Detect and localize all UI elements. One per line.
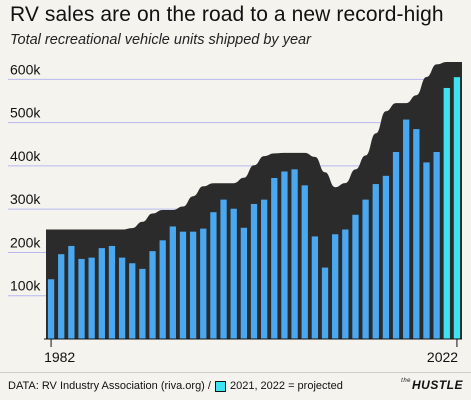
x-tick-label-1982: 1982	[44, 349, 75, 365]
x-axis-ticks: 1982 2022	[44, 339, 458, 365]
bar-1991	[139, 268, 146, 339]
bar-1994	[169, 226, 176, 339]
bar-2000	[230, 208, 237, 339]
bar-2010	[332, 234, 339, 339]
bar-1983	[58, 254, 65, 339]
bar-1989	[118, 257, 126, 339]
chart-subtitle: Total recreational vehicle units shipped…	[10, 32, 311, 48]
bar-1997	[200, 228, 207, 339]
bar-1992	[149, 251, 156, 339]
bar-2008	[311, 236, 319, 339]
bar-2001	[240, 227, 247, 339]
bar-2014	[372, 184, 379, 339]
bar-1996	[189, 231, 197, 339]
bar-2016	[392, 152, 400, 339]
brand-logo: theHUSTLE	[401, 378, 463, 392]
y-tick-label-300k: 300k	[10, 191, 41, 207]
y-tick-label-600k: 600k	[10, 61, 41, 77]
projected-swatch	[214, 380, 226, 392]
bar-2002	[250, 203, 258, 339]
logo-prefix: the	[401, 378, 411, 384]
bar-2015	[382, 175, 390, 339]
bar-2012	[352, 214, 359, 339]
projected-note: 2021, 2022 = projected	[229, 380, 343, 392]
bar-1982	[47, 279, 55, 339]
footer-divider	[0, 372, 471, 373]
bar-1995	[179, 231, 187, 339]
bar-2005	[281, 171, 288, 339]
bar-1998	[210, 212, 217, 339]
bar-2009	[321, 267, 329, 339]
bar-2020	[433, 152, 440, 339]
bar-1986	[88, 257, 95, 339]
bar-2006	[291, 169, 298, 339]
bar-2011	[342, 229, 349, 339]
chart-title: RV sales are on the road to a new record…	[10, 3, 444, 26]
source-text: DATA: RV Industry Association (riva.org)…	[8, 380, 211, 392]
bar-1988	[108, 245, 116, 339]
bar-1993	[159, 240, 166, 339]
y-tick-label-100k: 100k	[10, 278, 41, 294]
bar-1985	[78, 258, 85, 339]
x-tick-label-2022: 2022	[427, 349, 458, 365]
y-tick-label-400k: 400k	[10, 148, 41, 164]
bar-1984	[68, 245, 75, 339]
bar-2004	[271, 177, 278, 339]
bar-2019	[423, 162, 430, 339]
y-axis-tick-labels: 100k 200k 300k 400k 500k 600k	[10, 61, 41, 293]
bar-2017	[403, 119, 410, 339]
bar-2013	[362, 199, 369, 339]
bar-2007	[301, 185, 308, 339]
bar-2003	[261, 199, 268, 339]
y-tick-label-200k: 200k	[10, 234, 41, 250]
footer-source: DATA: RV Industry Association (riva.org)…	[8, 380, 343, 392]
rv-sales-chart: 100k 200k 300k 400k 500k 600k 1982 2022	[8, 61, 462, 365]
bars	[47, 77, 461, 340]
bar-1990	[129, 263, 136, 339]
logo-wordmark: HUSTLE	[412, 378, 463, 392]
bar-2021	[443, 87, 450, 339]
bar-2022	[453, 77, 461, 340]
bar-2018	[413, 129, 420, 339]
bar-1987	[98, 248, 105, 339]
y-tick-label-500k: 500k	[10, 105, 41, 121]
bar-1999	[220, 199, 227, 339]
